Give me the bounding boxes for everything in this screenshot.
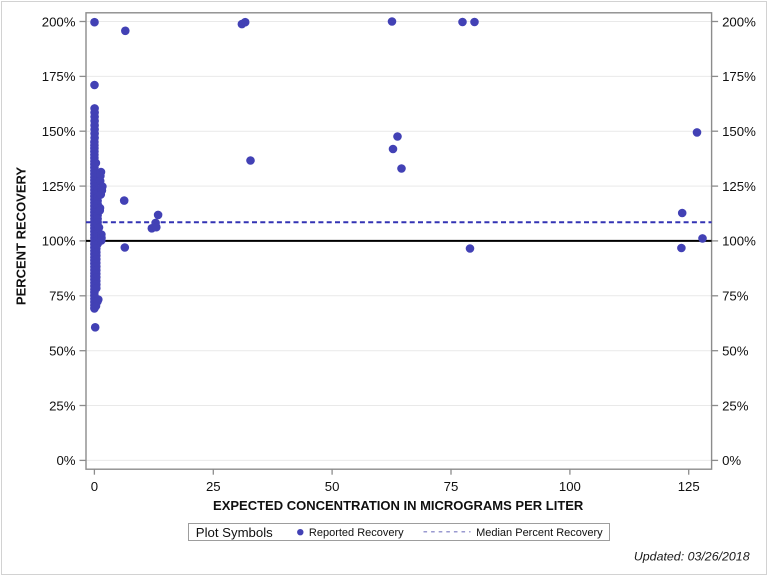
svg-text:25%: 25%	[722, 398, 749, 413]
svg-text:EXPECTED CONCENTRATION IN MICR: EXPECTED CONCENTRATION IN MICROGRAMS PER…	[213, 498, 584, 513]
svg-text:PERCENT RECOVERY: PERCENT RECOVERY	[14, 167, 29, 306]
svg-text:150%: 150%	[42, 124, 76, 139]
svg-text:0%: 0%	[722, 453, 741, 468]
svg-text:175%: 175%	[722, 69, 756, 84]
svg-text:Reported Recovery: Reported Recovery	[309, 527, 404, 539]
svg-text:0%: 0%	[56, 453, 75, 468]
svg-text:125: 125	[678, 479, 700, 494]
svg-text:Median Percent Recovery: Median Percent Recovery	[476, 527, 603, 539]
svg-text:75%: 75%	[722, 289, 749, 304]
svg-text:125%: 125%	[42, 179, 76, 194]
svg-text:200%: 200%	[42, 14, 76, 29]
svg-text:100%: 100%	[722, 234, 756, 249]
svg-text:0: 0	[91, 479, 98, 494]
svg-text:50%: 50%	[722, 344, 749, 359]
svg-text:Updated: 03/26/2018: Updated: 03/26/2018	[634, 550, 750, 564]
svg-text:100: 100	[559, 479, 581, 494]
svg-text:25: 25	[206, 479, 221, 494]
svg-text:125%: 125%	[722, 179, 756, 194]
svg-text:50: 50	[325, 479, 340, 494]
svg-text:150%: 150%	[722, 124, 756, 139]
svg-text:75%: 75%	[49, 289, 76, 304]
svg-text:100%: 100%	[42, 234, 76, 249]
svg-text:75: 75	[444, 479, 459, 494]
svg-text:175%: 175%	[42, 69, 76, 84]
svg-text:25%: 25%	[49, 398, 76, 413]
svg-text:200%: 200%	[722, 14, 756, 29]
svg-text:50%: 50%	[49, 344, 76, 359]
svg-text:Plot Symbols: Plot Symbols	[196, 525, 273, 540]
